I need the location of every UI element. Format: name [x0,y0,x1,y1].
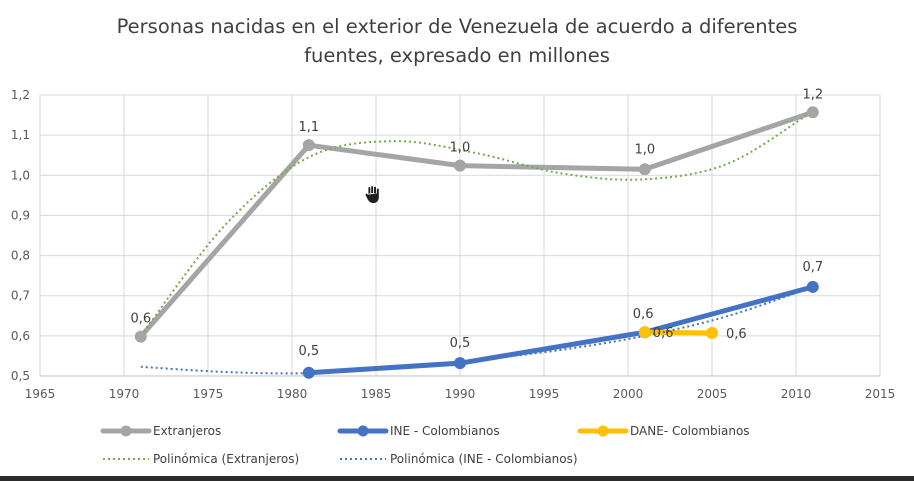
data-label: 1,1 [298,120,319,135]
trendline [140,110,814,337]
data-point [806,280,819,293]
x-tick-label: 1995 [529,387,560,401]
y-tick-label: 0,6 [11,329,30,343]
x-tick-label: 1965 [25,387,56,401]
data-point [302,366,315,379]
data-label: 0,6 [130,312,151,327]
y-tick-label: 1,0 [11,168,30,182]
legend-label: DANE- Colombianos [630,424,750,438]
x-tick-label: 2015 [865,387,896,401]
data-point [638,326,651,339]
data-point [454,357,466,370]
series-line [642,329,715,336]
legend-label: Extranjeros [153,424,221,438]
data-point [706,327,718,340]
y-tick-label: 0,8 [11,249,30,263]
data-label: 0,5 [450,336,471,351]
legend-label: Polinómica (Extranjeros) [153,452,299,466]
data-label: 0,6 [726,327,747,342]
bottom-border [0,476,914,481]
chart-title: Personas nacidas en el exterior de Venez… [0,12,914,70]
data-label: 0,6 [653,326,674,341]
data-label: 1,0 [634,142,655,157]
data-label: 1,0 [450,141,471,156]
x-tick-label: 1970 [109,387,140,401]
data-point [806,106,819,119]
data-point [134,330,147,343]
x-tick-label: 2005 [697,387,728,401]
x-tick-label: 1975 [193,387,224,401]
legend-label: Polinómica (INE - Colombianos) [390,452,578,466]
data-point [638,163,651,176]
x-tick-label: 2010 [781,387,812,401]
y-tick-label: 0,5 [11,369,30,383]
grab-cursor-icon [364,185,380,204]
legend-label: INE - Colombianos [390,424,500,438]
legend-marker [597,425,609,437]
y-tick-label: 1,1 [11,128,30,142]
chart-title-line-2: fuentes, expresado en millones [304,44,610,67]
legend-marker [357,425,369,437]
data-label: 0,5 [298,344,319,359]
y-tick-label: 0,9 [11,208,30,222]
data-point [454,159,466,172]
data-label: 0,7 [802,260,823,275]
y-tick-label: 1,2 [11,88,30,102]
x-tick-label: 1985 [361,387,392,401]
data-label: 0,6 [633,307,654,322]
chart-title-line-1: Personas nacidas en el exterior de Venez… [116,15,798,38]
series-line [306,284,816,376]
y-tick-label: 0,7 [11,289,30,303]
data-label: 1,2 [802,87,823,102]
trendline [140,285,814,375]
x-tick-label: 1990 [445,387,476,401]
legend-marker [120,425,132,437]
x-tick-label: 1980 [277,387,308,401]
x-tick-label: 2000 [613,387,644,401]
data-point [302,139,315,152]
